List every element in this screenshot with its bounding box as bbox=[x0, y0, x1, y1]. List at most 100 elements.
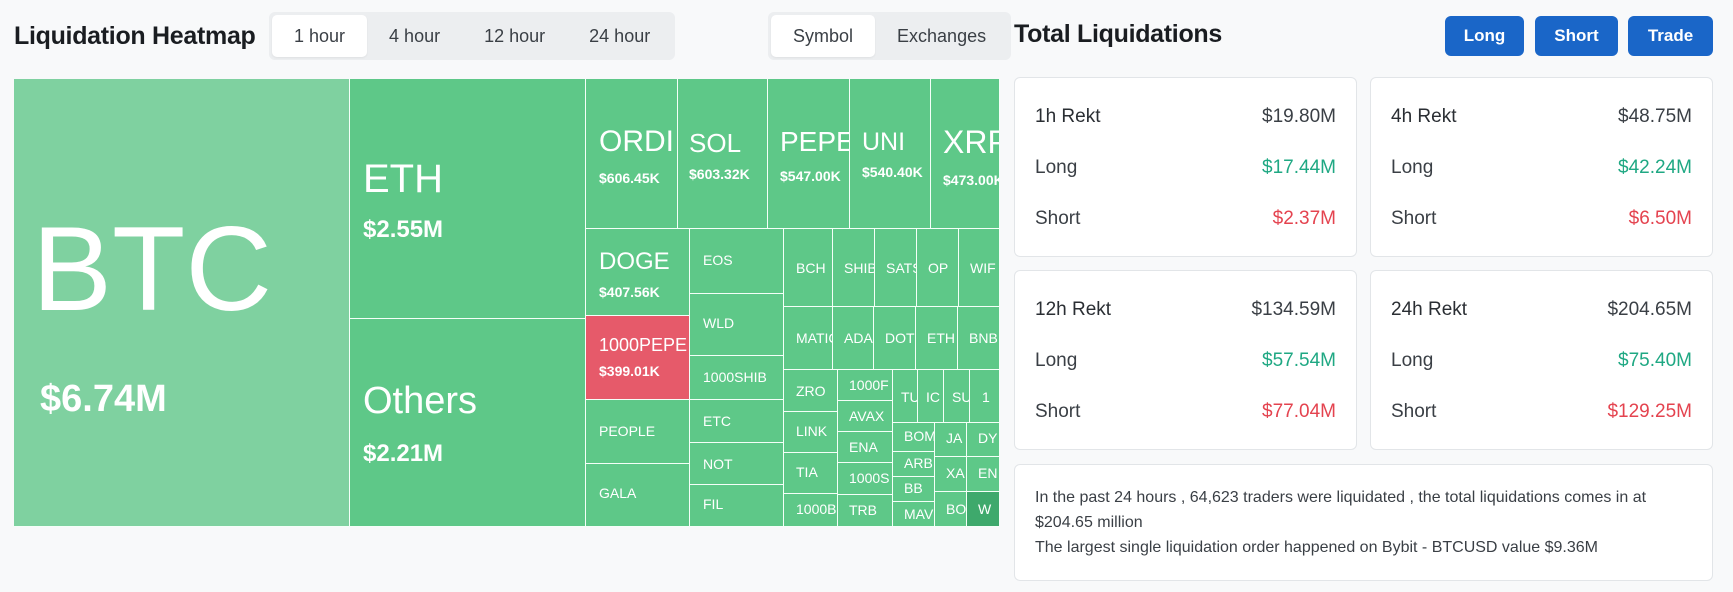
tile-symbol: ADA bbox=[844, 330, 873, 346]
period-label: 1h Rekt bbox=[1035, 106, 1101, 127]
tile-xrp[interactable]: XRP $473.00K bbox=[931, 79, 1000, 229]
trade-button[interactable]: Trade bbox=[1628, 16, 1713, 56]
tile-1000shib[interactable]: 1000SHIB bbox=[690, 356, 784, 400]
tile-others[interactable]: Others $2.21M bbox=[350, 319, 586, 527]
tile-symbol: XRP bbox=[943, 124, 999, 160]
tile-tu[interactable]: TU bbox=[893, 370, 918, 423]
period-label: 12h Rekt bbox=[1035, 299, 1112, 320]
tile-ada[interactable]: ADA bbox=[833, 307, 874, 370]
tile-zro[interactable]: ZRO bbox=[784, 370, 838, 412]
tile-tia[interactable]: TIA bbox=[784, 453, 838, 494]
tile-en[interactable]: EN bbox=[967, 457, 1000, 492]
tile-btc[interactable]: BTC $6.74M bbox=[14, 79, 350, 527]
tile-symbol: PEOPLE bbox=[599, 423, 656, 439]
time-option-24h[interactable]: 24 hour bbox=[589, 26, 651, 46]
tile-xa[interactable]: XA bbox=[935, 457, 967, 492]
tile-trb[interactable]: TRB bbox=[838, 495, 893, 527]
tile-symbol: 1000PEPE bbox=[599, 335, 688, 355]
tile-symbol: MAV bbox=[904, 506, 934, 522]
tile-arb[interactable]: ARB bbox=[893, 452, 935, 477]
tile-symbol: 1000S bbox=[849, 470, 890, 486]
tile-ordi[interactable]: ORDI $606.45K bbox=[586, 79, 678, 229]
long-row: Long $57.54M bbox=[1035, 350, 1336, 376]
tile-1000f[interactable]: 1000F bbox=[838, 370, 893, 401]
tile-symbol: TU bbox=[901, 389, 918, 405]
group-mode-selector: Symbol Exchanges bbox=[768, 12, 1012, 60]
long-amount: $75.40M bbox=[1618, 350, 1692, 371]
tile-symbol: ETH bbox=[363, 157, 443, 201]
tile-1000b[interactable]: 1000B bbox=[784, 494, 838, 527]
tile-1000pepe[interactable]: 1000PEPE $399.01K bbox=[586, 316, 690, 400]
liquidation-treemap: BTC $6.74M ETH $2.55M Others $2.21M ORDI… bbox=[14, 79, 1000, 527]
tile-op[interactable]: OP bbox=[917, 229, 959, 307]
tile-sats[interactable]: SATS bbox=[875, 229, 917, 307]
tile-symbol: TRB bbox=[849, 502, 877, 518]
tile-doge[interactable]: DOGE $407.56K bbox=[586, 229, 690, 316]
tile-symbol: DOGE bbox=[599, 248, 670, 275]
tile-value: $399.01K bbox=[599, 363, 660, 379]
long-label: Long bbox=[1391, 350, 1434, 371]
long-row: Long $42.24M bbox=[1391, 157, 1692, 183]
time-range-selector: 1 hour 4 hour 12 hour 24 hour bbox=[269, 12, 676, 60]
tile-symbol: WIF bbox=[970, 260, 996, 276]
tile-fil[interactable]: FIL bbox=[690, 485, 784, 527]
tile-bom[interactable]: BOM bbox=[893, 423, 935, 452]
tile-value: $606.45K bbox=[599, 170, 660, 186]
tile-eos[interactable]: EOS bbox=[690, 229, 784, 294]
mode-option-exchanges[interactable]: Exchanges bbox=[897, 26, 987, 46]
long-amount: $57.54M bbox=[1262, 350, 1336, 371]
time-option-12h[interactable]: 12 hour bbox=[484, 26, 546, 46]
tile-bo[interactable]: BO bbox=[935, 492, 967, 527]
tile-bb[interactable]: BB bbox=[893, 477, 935, 502]
mode-option-symbol[interactable]: Symbol bbox=[771, 15, 876, 57]
period-label: 4h Rekt bbox=[1391, 106, 1457, 127]
tile-etc[interactable]: ETC bbox=[690, 400, 784, 443]
tile-uni[interactable]: UNI $540.40K bbox=[850, 79, 931, 229]
long-button[interactable]: Long bbox=[1445, 16, 1524, 56]
tile-symbol: GALA bbox=[599, 485, 637, 501]
tile-eth[interactable]: ETH $2.55M bbox=[350, 79, 586, 319]
tile-dy[interactable]: DY bbox=[967, 423, 1000, 457]
time-option-1h[interactable]: 1 hour bbox=[272, 15, 368, 57]
tile-mav[interactable]: MAV bbox=[893, 502, 935, 527]
tile-w[interactable]: W bbox=[967, 492, 1000, 527]
short-amount: $129.25M bbox=[1607, 401, 1692, 422]
short-button[interactable]: Short bbox=[1535, 16, 1618, 56]
tile-wif[interactable]: WIF bbox=[959, 229, 1000, 307]
tile-value: $540.40K bbox=[862, 164, 923, 180]
tile-not[interactable]: NOT bbox=[690, 443, 784, 485]
tile-su[interactable]: SU bbox=[944, 370, 970, 423]
short-row: Short $6.50M bbox=[1391, 208, 1692, 234]
tile-ena[interactable]: ENA bbox=[838, 432, 893, 463]
tile-sol[interactable]: SOL $603.32K bbox=[678, 79, 768, 229]
tile-ja[interactable]: JA bbox=[935, 423, 967, 457]
tile-bnb[interactable]: BNB bbox=[958, 307, 1000, 370]
tile-symbol: 1000F bbox=[849, 377, 889, 393]
tile-wld[interactable]: WLD bbox=[690, 294, 784, 356]
card-header: 12h Rekt $134.59M bbox=[1035, 299, 1336, 325]
tile-symbol: WLD bbox=[703, 315, 735, 331]
time-option-4h[interactable]: 4 hour bbox=[389, 26, 441, 46]
tile-pepe[interactable]: PEPE $547.00K bbox=[768, 79, 850, 229]
rekt-card-12h: 12h Rekt $134.59M Long $57.54M Short $77… bbox=[1014, 270, 1357, 450]
tile-gala[interactable]: GALA bbox=[586, 464, 690, 527]
tile-bch[interactable]: BCH bbox=[784, 229, 833, 307]
short-row: Short $129.25M bbox=[1391, 401, 1692, 427]
long-row: Long $75.40M bbox=[1391, 350, 1692, 376]
short-label: Short bbox=[1035, 208, 1081, 229]
tile-ethfi[interactable]: ETH bbox=[916, 307, 958, 370]
period-label: 24h Rekt bbox=[1391, 299, 1468, 320]
tile-1[interactable]: 1 bbox=[970, 370, 1000, 423]
tile-matic[interactable]: MATIC bbox=[784, 307, 833, 370]
tile-symbol: TIA bbox=[796, 464, 818, 480]
tile-symbol: BO bbox=[946, 501, 967, 517]
tile-ic[interactable]: IC bbox=[918, 370, 944, 423]
tile-value: $547.00K bbox=[780, 168, 841, 184]
tile-people[interactable]: PEOPLE bbox=[586, 400, 690, 464]
tile-avax[interactable]: AVAX bbox=[838, 401, 893, 432]
tile-dot[interactable]: DOT bbox=[874, 307, 916, 370]
long-amount: $42.24M bbox=[1618, 157, 1692, 178]
tile-shib[interactable]: SHIB bbox=[833, 229, 875, 307]
tile-link[interactable]: LINK bbox=[784, 412, 838, 453]
tile-1000s[interactable]: 1000S bbox=[838, 463, 893, 495]
